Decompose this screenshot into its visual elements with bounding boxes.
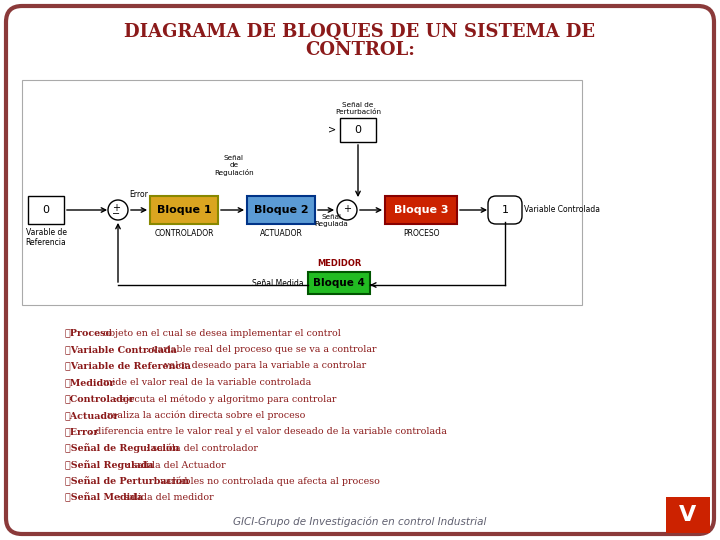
Text: 0: 0 [354, 125, 361, 135]
Text: Bloque 2: Bloque 2 [253, 205, 308, 215]
Text: Señal
Regulada: Señal Regulada [314, 214, 348, 227]
Text: ➤Variable de Referencia: ➤Variable de Referencia [65, 361, 191, 370]
Bar [28, 196, 64, 224]
Bar [385, 196, 457, 224]
Text: ➤Señal Regulada: ➤Señal Regulada [65, 460, 153, 470]
Text: −: − [112, 209, 120, 219]
Text: Variable Controlada: Variable Controlada [524, 206, 600, 214]
Text: : salida del Actuador: : salida del Actuador [126, 461, 225, 469]
Bar [340, 118, 376, 142]
Text: : valor deseado para la variable a controlar: : valor deseado para la variable a contr… [158, 361, 366, 370]
Text: ➤Señal Medida: ➤Señal Medida [65, 493, 143, 503]
Text: 0: 0 [42, 205, 50, 215]
Bar [22, 80, 582, 305]
Text: ➤Controlador: ➤Controlador [65, 395, 135, 403]
Text: Señal
de
Regulación: Señal de Regulación [214, 155, 254, 176]
Text: Bloque 3: Bloque 3 [394, 205, 449, 215]
Bar [308, 272, 370, 294]
Text: ➤Proceso: ➤Proceso [65, 328, 113, 338]
Text: Varable de
Referencia: Varable de Referencia [25, 228, 66, 247]
Text: GICI-Grupo de Investigación en control Industrial: GICI-Grupo de Investigación en control I… [233, 517, 487, 527]
Text: V: V [680, 505, 697, 525]
Text: ➤Señal de Perturbación: ➤Señal de Perturbación [65, 477, 189, 487]
Text: ACTUADOR: ACTUADOR [260, 229, 302, 238]
Text: CONTROL:: CONTROL: [305, 41, 415, 59]
Text: : variable real del proceso que se va a controlar: : variable real del proceso que se va a … [146, 345, 377, 354]
Text: +: + [343, 204, 351, 214]
Text: PROCESO: PROCESO [402, 229, 439, 238]
Text: : salida del controlador: : salida del controlador [146, 444, 258, 453]
Bar [666, 497, 710, 533]
Text: : realiza la acción directa sobre el proceso: : realiza la acción directa sobre el pro… [102, 411, 306, 420]
FancyBboxPatch shape [488, 196, 522, 224]
Text: : mide el valor real de la variable controlada: : mide el valor real de la variable cont… [97, 378, 312, 387]
Text: : variables no controlada que afecta al proceso: : variables no controlada que afecta al … [154, 477, 380, 486]
Text: DIAGRAMA DE BLOQUES DE UN SISTEMA DE: DIAGRAMA DE BLOQUES DE UN SISTEMA DE [125, 23, 595, 41]
Text: Error: Error [129, 190, 148, 199]
Text: Señal de
Perturbación: Señal de Perturbación [335, 102, 381, 115]
Text: ➤Señal de Regulación: ➤Señal de Regulación [65, 443, 179, 454]
Circle shape [337, 200, 357, 220]
Text: Bloque 1: Bloque 1 [157, 205, 211, 215]
Text: : objeto en el cual se desea implementar el control: : objeto en el cual se desea implementar… [97, 328, 341, 338]
Text: ➤Variable Controlada: ➤Variable Controlada [65, 345, 176, 354]
Text: ➤Medidor: ➤Medidor [65, 378, 115, 387]
Text: Señal Medida: Señal Medida [253, 279, 304, 287]
Text: >: > [328, 125, 336, 135]
Circle shape [108, 200, 128, 220]
Text: 1: 1 [502, 205, 508, 215]
Bar [247, 196, 315, 224]
Text: MEDIDOR: MEDIDOR [317, 259, 361, 268]
Text: ➤Actuador: ➤Actuador [65, 411, 120, 420]
Text: CONTROLADOR: CONTROLADOR [154, 229, 214, 238]
Text: Bloque 4: Bloque 4 [313, 278, 365, 288]
Text: ➤Error: ➤Error [65, 428, 99, 436]
Bar [150, 196, 218, 224]
Text: : salida del medidor: : salida del medidor [117, 494, 213, 503]
FancyBboxPatch shape [6, 6, 714, 534]
Text: : diferencia entre le valor real y el valor deseado de la variable controlada: : diferencia entre le valor real y el va… [89, 428, 447, 436]
Text: : ejecuta el método y algoritmo para controlar: : ejecuta el método y algoritmo para con… [114, 394, 336, 404]
Text: +: + [112, 203, 120, 213]
